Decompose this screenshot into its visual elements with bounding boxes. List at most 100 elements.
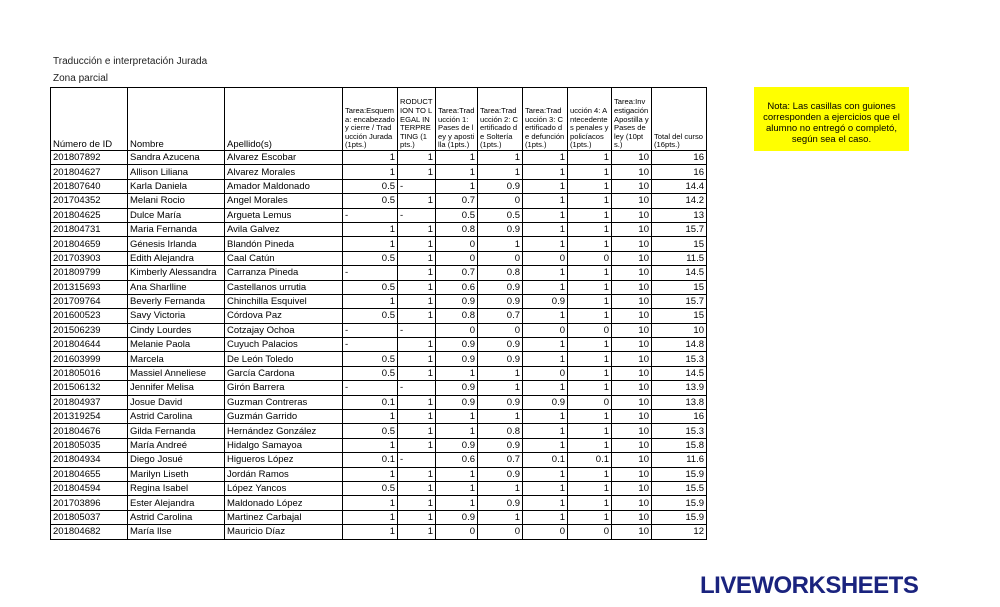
cell: 1 [397,265,436,281]
table-row: 201804682 María Ilse Mauricio Díaz 1 1 0 0 0 0 10… [50,524,707,540]
table-row: 201315693 Ana Sharlline Castellanos urruti… [50,279,707,295]
cell: 0.9 [435,337,478,353]
cell: 1 [397,293,436,310]
cell: 15 [651,308,707,324]
table-row: 201703903 Edith Alejandra Caal Catún 0.5 1 0 0… [50,250,707,267]
cell: 1 [522,308,568,324]
cell: 0 [522,250,568,267]
cell: 201804937 [50,394,128,411]
cell: Savy Victoria [127,308,225,324]
cell: 1 [397,193,436,209]
cell: 0.5 [477,207,523,223]
cell: Melanie Paola [127,337,225,353]
cell: Marilyn Liseth [127,466,225,482]
cell: - [342,337,398,353]
cell: 0.8 [435,221,478,238]
cell: 10 [611,423,652,439]
cell: 1 [342,466,398,482]
cell: 1 [477,380,523,396]
cell: 1 [397,437,436,454]
cell: 0.9 [522,394,568,411]
cell: 201804659 [50,236,128,252]
table-row: 201804934 Diego Josué Higueros López 0.1-0.… [50,452,707,468]
cell: 1 [342,164,398,180]
cell: 0.9 [435,509,478,526]
cell: 1 [342,236,398,252]
cell: 1 [397,164,436,180]
cell: Hernández González [224,423,343,439]
cell: 201319254 [50,409,128,425]
cell: 1 [567,495,612,511]
table-row: 201704352 Melani Rocio Angel Morales 0.5 1 0.… [50,193,707,209]
cell: 10 [651,322,707,339]
cell: 0.6 [435,279,478,295]
cell: Jordán Ramos [224,466,343,482]
cell: Guzmán Garrido [224,409,343,425]
cell: 1 [522,178,568,195]
cell: 14.2 [651,193,707,209]
cell: Kimberly Alessandra [127,265,225,281]
cell: 1 [435,480,478,497]
cell: 0.9 [477,466,523,482]
cell: 0.9 [435,293,478,310]
cell: Allison Liliana [127,164,225,180]
table-row: 201804625 Dulce María Argueta Lemus - -0.5 0.… [50,207,707,223]
cell: 1 [522,480,568,497]
cell: 0 [522,322,568,339]
cell: Dulce María [127,207,225,223]
table-row: 201709764 Beverly Fernanda Chinchilla Esqu… [50,293,707,310]
cell: 1 [522,337,568,353]
cell: 1 [397,409,436,425]
cell: García Cardona [224,365,343,382]
cell: 201804627 [50,164,128,180]
cell: 1 [567,193,612,209]
cell: 11.6 [651,452,707,468]
cell: 10 [611,380,652,396]
cell: 0.9 [435,380,478,396]
cell: 10 [611,250,652,267]
cell: 201709764 [50,293,128,310]
cell: 14.5 [651,265,707,281]
cell: 201703903 [50,250,128,267]
cell: 10 [611,265,652,281]
cell: Jennifer Melisa [127,380,225,396]
cell: 1 [522,279,568,295]
cell: 201703896 [50,495,128,511]
cell: 0.7 [477,452,523,468]
cell: 10 [611,207,652,223]
cell: 0.5 [342,279,398,295]
cell: Gilda Fernanda [127,423,225,439]
cell: - [342,207,398,223]
cell: 0.5 [342,480,398,497]
cell: 1 [522,423,568,439]
cell: 201804644 [50,337,128,353]
cell: 0.9 [435,351,478,367]
cell: 201506132 [50,380,128,396]
cell: 10 [611,178,652,195]
cell: 0 [567,322,612,339]
cell: Beverly Fernanda [127,293,225,310]
cell: 0.6 [435,452,478,468]
table-row: 201506132 Jennifer Melisa Girón Barrera - -0… [50,380,707,396]
cell: 1 [522,351,568,367]
cell: 1 [567,337,612,353]
column-header: Tarea:Traducción 1: Pases de ley y apost… [435,87,478,151]
cell: 10 [611,480,652,497]
table-row: 201805037 Astrid Carolina Martinez Carbaja… [50,509,707,526]
column-header: Número de ID [50,87,128,151]
cell: 1 [397,279,436,295]
table-row: 201804937 Josue David Guzman Contreras 0.1 1… [50,394,707,411]
table-row: 201506239 Cindy Lourdes Cotzajay Ochoa - -0 0… [50,322,707,339]
cell: 201804594 [50,480,128,497]
cell: 1 [522,466,568,482]
cell: 1 [397,524,436,540]
column-header: Tarea:Traducción 3: Certificado de defun… [522,87,568,151]
cell: 1 [342,409,398,425]
cell: Guzman Contreras [224,394,343,411]
cell: 1 [397,423,436,439]
cell: - [397,452,436,468]
cell: 1 [567,509,612,526]
cell: Higueros López [224,452,343,468]
cell: 0 [477,193,523,209]
column-header: Tarea:Traducción 2: Certificado de Solte… [477,87,523,151]
